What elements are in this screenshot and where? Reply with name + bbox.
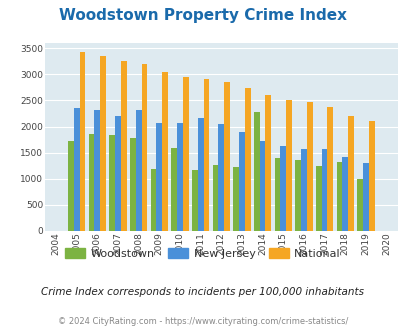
Bar bbox=[362, 163, 368, 231]
Bar bbox=[306, 102, 312, 231]
Bar bbox=[156, 123, 162, 231]
Bar bbox=[280, 147, 286, 231]
Bar bbox=[79, 52, 85, 231]
Bar bbox=[150, 169, 156, 231]
Bar bbox=[300, 149, 306, 231]
Bar bbox=[109, 135, 115, 231]
Bar bbox=[130, 138, 135, 231]
Bar bbox=[253, 112, 259, 231]
Bar bbox=[233, 167, 239, 231]
Bar bbox=[368, 121, 374, 231]
Bar bbox=[218, 124, 224, 231]
Bar bbox=[197, 118, 203, 231]
Bar bbox=[100, 56, 106, 231]
Bar bbox=[265, 95, 271, 231]
Bar bbox=[347, 116, 353, 231]
Bar bbox=[244, 88, 250, 231]
Bar bbox=[68, 141, 74, 231]
Bar bbox=[315, 166, 321, 231]
Bar bbox=[192, 170, 197, 231]
Bar bbox=[177, 123, 182, 231]
Bar bbox=[321, 149, 327, 231]
Bar bbox=[171, 148, 177, 231]
Bar bbox=[294, 160, 300, 231]
Text: Woodstown Property Crime Index: Woodstown Property Crime Index bbox=[59, 8, 346, 23]
Bar bbox=[336, 162, 341, 231]
Bar bbox=[135, 110, 141, 231]
Text: © 2024 CityRating.com - https://www.cityrating.com/crime-statistics/: © 2024 CityRating.com - https://www.city… bbox=[58, 317, 347, 326]
Bar bbox=[121, 61, 126, 231]
Bar bbox=[74, 108, 79, 231]
Bar bbox=[286, 100, 291, 231]
Bar bbox=[115, 116, 121, 231]
Text: Crime Index corresponds to incidents per 100,000 inhabitants: Crime Index corresponds to incidents per… bbox=[41, 287, 364, 297]
Bar bbox=[224, 82, 229, 231]
Bar bbox=[162, 72, 168, 231]
Bar bbox=[88, 134, 94, 231]
Bar bbox=[356, 179, 362, 231]
Bar bbox=[239, 132, 244, 231]
Bar bbox=[141, 64, 147, 231]
Bar bbox=[182, 77, 188, 231]
Bar bbox=[274, 158, 280, 231]
Bar bbox=[212, 165, 218, 231]
Bar bbox=[327, 107, 333, 231]
Legend: Woodstown, New Jersey, National: Woodstown, New Jersey, National bbox=[60, 244, 345, 263]
Bar bbox=[341, 157, 347, 231]
Bar bbox=[94, 110, 100, 231]
Bar bbox=[203, 79, 209, 231]
Bar bbox=[259, 141, 265, 231]
